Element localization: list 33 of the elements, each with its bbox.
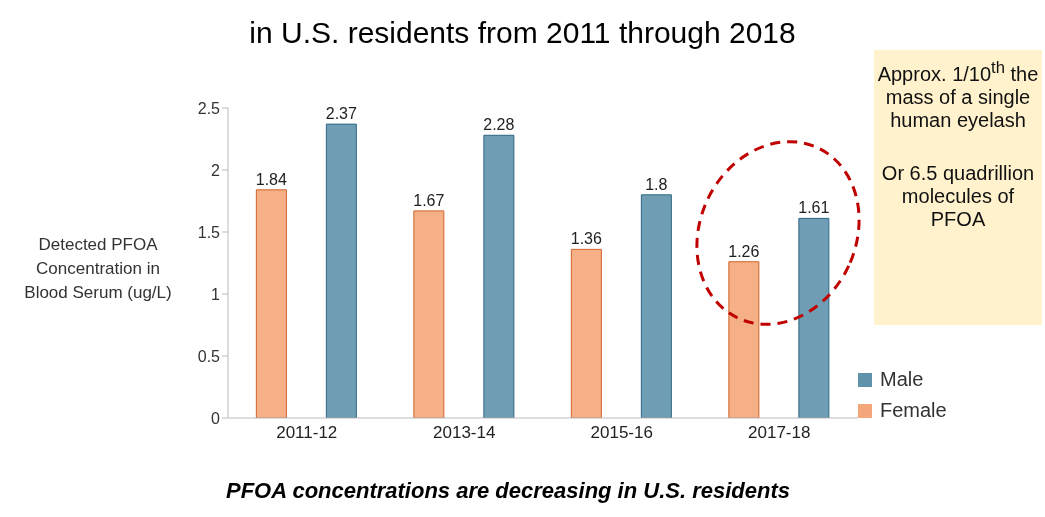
y-tick-label: 2 xyxy=(211,161,221,179)
text: PFOA concentrations are decreasing in U.S. residents xyxy=(225,478,791,504)
data-label: 2.37 xyxy=(325,105,358,123)
bar xyxy=(483,134,515,418)
y-tick-label: 2.5 xyxy=(197,99,221,117)
x-tick-label: 2017-18 xyxy=(748,423,811,443)
x-tick-label: 2015-16 xyxy=(590,423,653,443)
bar xyxy=(325,123,357,418)
bar xyxy=(413,210,445,418)
text: Approx. 1/10$^{th}$ the mass of a single human eyelash xyxy=(876,57,1040,132)
data-label: 1.67 xyxy=(413,191,445,209)
text: Or 6.5 quadrillion molecules of PFOA xyxy=(880,161,1036,231)
data-label: 1.84 xyxy=(255,170,288,188)
data-label: 1.8 xyxy=(645,175,668,193)
data-label: 1.61 xyxy=(798,199,830,217)
bar xyxy=(640,194,672,418)
x-tick-label: 2011-12 xyxy=(276,423,338,443)
data-label: 1.26 xyxy=(728,242,760,260)
chart-title: in U.S. residents from 2011 through 2018 xyxy=(248,16,797,50)
y-tick-label: 0.5 xyxy=(197,347,221,365)
data-label: 2.28 xyxy=(483,116,515,134)
legend-label: Male xyxy=(879,368,925,391)
bar xyxy=(728,261,760,418)
y-tick-label: 0 xyxy=(211,409,221,427)
x-tick-label: 2013-14 xyxy=(433,423,496,443)
legend-label: Female xyxy=(879,399,947,422)
data-label: 1.36 xyxy=(570,230,603,248)
y-tick-label: 1 xyxy=(211,285,221,303)
y-axis-title: Detected PFOA Concentration in Blood Serum (ug/L) xyxy=(23,234,173,304)
bar xyxy=(798,217,830,418)
bar xyxy=(255,189,287,418)
bar xyxy=(570,248,602,418)
y-tick-label: 1.5 xyxy=(197,223,221,241)
